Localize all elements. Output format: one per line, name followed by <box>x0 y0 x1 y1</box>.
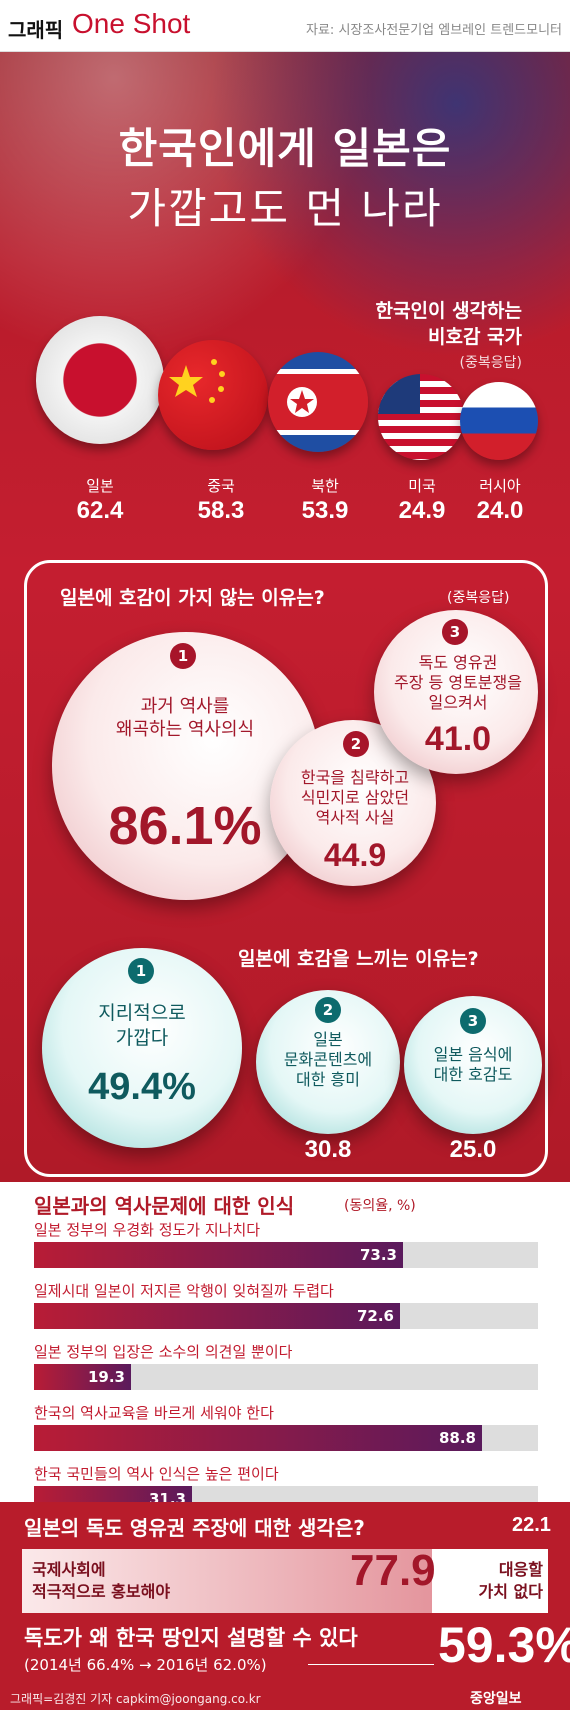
like-label: 가깝다 <box>115 1027 169 1049</box>
rank-badge: 2 <box>315 997 341 1023</box>
like-label: 일본 음식에 <box>433 1045 513 1064</box>
dislike-label: 식민지로 삼았던 <box>300 788 410 807</box>
dokdo-bar-fill <box>22 1549 432 1613</box>
history-bar <box>34 1242 403 1268</box>
country-name: 중국 <box>207 477 235 495</box>
like-value: 25.0 <box>449 1136 497 1163</box>
dislike-label: 역사적 사실 <box>315 808 395 827</box>
history-value: 73.3 <box>359 1246 397 1264</box>
source-note: 자료: 시장조사전문기업 엠브레인 트렌드모니터 <box>306 23 562 38</box>
dokdo-label-right: 대응할 <box>498 1560 543 1579</box>
history-bar <box>34 1364 131 1390</box>
dislike-bubble-1 <box>52 632 320 900</box>
history-note: (동의율, %) <box>344 1198 416 1214</box>
brand-title: One Shot <box>72 8 191 39</box>
rank-badge: 3 <box>442 619 468 645</box>
history-label: 일본 정부의 입장은 소수의 의견일 뿐이다 <box>34 1343 293 1361</box>
history-value: 88.8 <box>438 1429 476 1447</box>
russia-flag-icon <box>460 382 538 460</box>
dislike-label: 한국을 침략하고 <box>300 768 410 787</box>
like-label: 일본 <box>313 1030 343 1049</box>
dokdo-value-left: 77.9 <box>350 1546 436 1595</box>
dokdo-label-left: 적극적으로 홍보해야 <box>32 1582 171 1601</box>
like-label: 대한 흥미 <box>296 1070 360 1089</box>
hero-background <box>0 52 570 572</box>
reasons-panel <box>24 560 548 1177</box>
history-value: 72.6 <box>356 1307 394 1325</box>
history-bar-chart: 일본 정부의 우경화 정도가 지나치다 73.3 일제시대 일본이 저지른 악행이 … <box>34 1221 538 1512</box>
country-name: 러시아 <box>479 477 521 495</box>
like-label: 문화콘텐츠에 <box>283 1050 373 1069</box>
explain-value: 59.3% <box>438 1617 570 1673</box>
main-title-line1: 한국인에게 일본은 <box>118 124 452 173</box>
history-bar <box>34 1303 400 1329</box>
like-value: 30.8 <box>304 1136 352 1163</box>
like-label: 대한 호감도 <box>433 1065 513 1084</box>
china-flag-icon <box>158 340 268 450</box>
dokdo-title: 일본의 독도 영유권 주장에 대한 생각은? <box>24 1516 365 1540</box>
dislike-value: 86.1% <box>108 796 262 856</box>
country-name: 북한 <box>311 477 339 495</box>
history-label: 한국의 역사교육을 바르게 세워야 한다 <box>34 1404 274 1422</box>
top-bar <box>0 0 570 52</box>
dislike-label: 왜곡하는 역사의식 <box>115 719 255 740</box>
explain-trend: (2014년 66.4% → 2016년 62.0%) <box>24 1656 267 1674</box>
section1-title-line1: 한국인이 생각하는 <box>375 300 522 322</box>
dokdo-value-right: 22.1 <box>512 1514 551 1536</box>
country-value: 58.3 <box>197 497 245 524</box>
rank-badge: 1 <box>128 958 154 984</box>
history-label: 일본 정부의 우경화 정도가 지나치다 <box>34 1221 261 1239</box>
north-korea-flag-icon <box>268 352 368 452</box>
main-title-line2: 가깝고도 먼 나라 <box>127 184 443 233</box>
country-value: 24.0 <box>476 497 524 524</box>
section1-title-line2: 비호감 국가 <box>427 326 522 348</box>
country-name: 일본 <box>86 477 114 495</box>
dislike-title: 일본에 호감이 가지 않는 이유는? <box>60 587 325 609</box>
like-value: 49.4% <box>88 1066 196 1108</box>
usa-flag-icon <box>378 374 464 460</box>
history-label: 일제시대 일본이 저지른 악행이 잊혀질까 두렵다 <box>34 1282 334 1300</box>
like-title: 일본에 호감을 느끼는 이유는? <box>238 948 479 970</box>
rank-badge: 3 <box>460 1008 486 1034</box>
country-value: 62.4 <box>76 497 124 524</box>
dislike-label: 과거 역사를 <box>140 696 230 717</box>
dokdo-label-left: 국제사회에 <box>32 1560 106 1579</box>
history-label: 한국 국민들의 역사 인식은 높은 편이다 <box>34 1465 279 1483</box>
rank-badge: 1 <box>170 643 196 669</box>
brand-label: 그래픽 <box>8 18 64 42</box>
history-value: 19.3 <box>87 1368 125 1386</box>
rank-badge: 2 <box>343 731 369 757</box>
country-name: 미국 <box>408 477 436 495</box>
dislike-label: 일으켜서 <box>428 693 488 712</box>
footer-credit: 그래픽=김경진 기자 capkim@joongang.co.kr <box>10 1692 261 1706</box>
like-label: 지리적으로 <box>98 1002 186 1024</box>
dokdo-label-right: 가치 없다 <box>478 1582 543 1601</box>
japan-flag-icon <box>36 316 164 444</box>
dislike-value: 41.0 <box>424 720 492 758</box>
dislike-note: (중복응답) <box>447 590 510 606</box>
dislike-label: 독도 영유권 <box>418 653 498 672</box>
explain-title: 독도가 왜 한국 땅인지 설명할 수 있다 <box>24 1626 358 1650</box>
publisher-logo: 중앙일보 <box>470 1691 522 1707</box>
history-section <box>0 1182 570 1512</box>
dislike-value: 44.9 <box>323 837 387 873</box>
dislike-label: 주장 등 영토분쟁을 <box>394 673 522 692</box>
section1-note: (중복응답) <box>459 355 522 371</box>
history-bar <box>34 1425 482 1451</box>
history-title: 일본과의 역사문제에 대한 인식 <box>34 1194 295 1218</box>
arrow-line <box>308 1664 434 1665</box>
country-value: 24.9 <box>398 497 446 524</box>
country-value: 53.9 <box>301 497 349 524</box>
